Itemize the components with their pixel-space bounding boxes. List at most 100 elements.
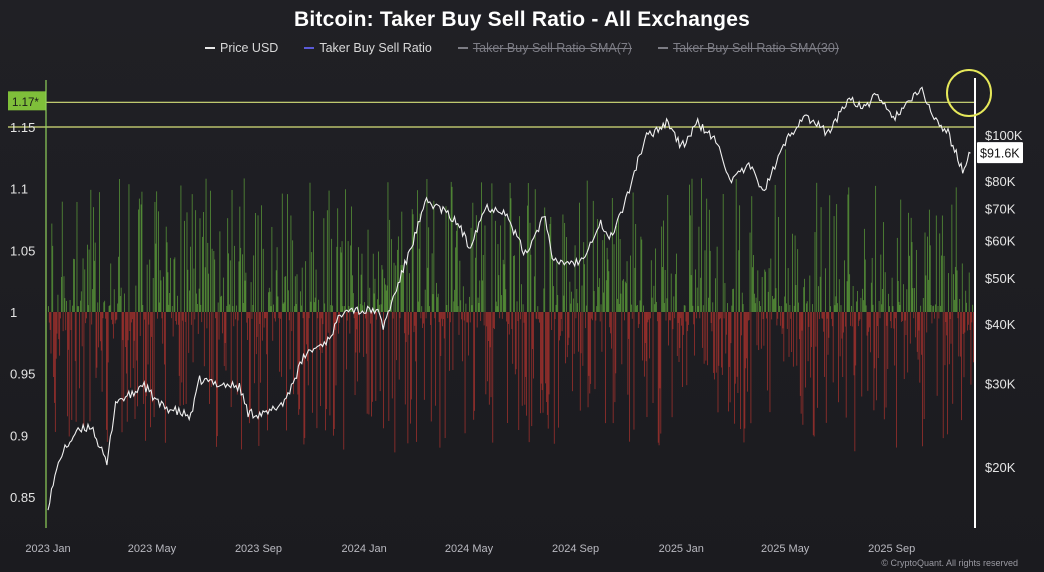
ratio-bar <box>296 274 298 312</box>
ratio-bar <box>500 225 501 312</box>
ratio-bar <box>494 312 495 330</box>
ratio-bar <box>536 312 538 320</box>
ratio-bar <box>679 312 681 348</box>
ratio-bar <box>262 248 264 312</box>
ratio-bar <box>969 312 971 330</box>
ratio-bar <box>873 312 875 411</box>
ratio-bar <box>412 214 414 312</box>
ratio-bar <box>127 312 129 341</box>
ratio-bar <box>481 280 483 312</box>
ratio-bar <box>322 312 324 325</box>
ratio-bar <box>447 312 449 319</box>
ratio-bar <box>199 218 201 312</box>
ratio-bar <box>546 312 548 415</box>
ratio-bar <box>229 304 230 312</box>
ratio-bar <box>553 312 555 444</box>
ratio-bar <box>391 312 393 399</box>
ratio-bar <box>145 312 147 397</box>
ratio-bar <box>630 255 631 312</box>
ratio-bar <box>488 312 490 405</box>
ratio-bar <box>569 281 571 312</box>
ratio-bar <box>441 312 443 319</box>
ratio-bar <box>515 312 517 370</box>
ratio-bar <box>553 286 554 312</box>
ratio-bar <box>116 312 118 320</box>
ratio-bar <box>217 302 219 312</box>
ratio-bar <box>724 283 726 312</box>
legend-item-sma7[interactable]: Taker Buy Sell Ratio-SMA(7) <box>457 41 632 55</box>
ratio-bar <box>185 312 187 404</box>
ratio-bar <box>598 286 599 312</box>
ratio-bar <box>80 291 82 312</box>
ratio-bar <box>750 312 752 424</box>
ratio-bar <box>691 178 693 312</box>
ratio-bar <box>442 312 443 327</box>
ratio-bar <box>668 312 669 346</box>
ratio-bar <box>908 212 909 312</box>
ratio-bar <box>415 312 417 362</box>
ratio-bar <box>951 204 953 312</box>
ratio-bar <box>370 312 372 324</box>
ratio-bar <box>734 312 735 424</box>
left-tick-label: 0.9 <box>10 428 28 443</box>
ratio-bar <box>331 238 333 312</box>
ratio-bar <box>410 312 411 424</box>
ratio-bar <box>361 253 363 312</box>
ratio-bar <box>196 304 198 312</box>
ratio-bar <box>212 312 214 382</box>
ratio-bar <box>240 247 242 312</box>
ratio-bar <box>445 206 447 312</box>
ratio-bar <box>352 293 354 312</box>
ratio-bar <box>686 312 688 386</box>
ratio-bar <box>284 276 286 312</box>
ratio-bar <box>972 304 974 312</box>
ratio-bar <box>242 303 244 312</box>
ratio-bar <box>358 312 360 353</box>
ratio-bar <box>670 273 672 312</box>
ratio-bar <box>638 312 640 325</box>
ratio-bar <box>340 252 342 312</box>
ratio-bar <box>774 184 776 312</box>
ratio-bar <box>881 304 883 312</box>
ratio-bar <box>394 312 396 453</box>
ratio-bar <box>380 304 382 312</box>
ratio-bar <box>203 312 205 367</box>
ratio-bar <box>661 226 663 312</box>
ratio-bar <box>94 242 96 312</box>
ratio-bar <box>574 245 576 312</box>
ratio-bar <box>148 312 150 325</box>
ratio-bar <box>785 149 786 312</box>
ratio-bar <box>150 312 151 428</box>
ratio-bar <box>700 277 702 312</box>
ratio-bar <box>220 296 222 312</box>
ratio-bar <box>502 259 504 312</box>
ratio-bar <box>308 312 310 319</box>
ratio-bar <box>936 312 938 396</box>
ratio-bar <box>742 304 744 312</box>
ratio-bar <box>169 293 171 312</box>
ratio-bar <box>48 306 49 312</box>
ratio-bar <box>802 312 804 425</box>
ratio-bar <box>894 312 896 366</box>
ratio-bar <box>282 303 284 312</box>
ratio-bar <box>657 312 659 443</box>
ratio-bar <box>480 312 482 321</box>
ratio-bar <box>556 261 558 312</box>
ratio-bar <box>905 312 907 336</box>
left-tick-label: 1.15 <box>10 120 35 135</box>
ratio-bar <box>646 312 648 418</box>
legend-item-ratio[interactable]: Taker Buy Sell Ratio <box>304 41 432 55</box>
ratio-bar <box>708 209 710 312</box>
ratio-bar <box>701 178 702 312</box>
ratio-bar <box>526 312 527 416</box>
legend-item-sma30[interactable]: Taker Buy Sell Ratio-SMA(30) <box>657 41 839 55</box>
ratio-bar <box>682 312 684 335</box>
ratio-bar <box>901 312 903 322</box>
ratio-bar <box>454 289 456 312</box>
ratio-bar <box>112 312 113 325</box>
ratio-bar <box>856 301 857 312</box>
ratio-bar <box>637 312 639 328</box>
legend-item-price[interactable]: Price USD <box>204 41 278 55</box>
ratio-bar <box>756 312 758 346</box>
ratio-bar <box>714 312 715 380</box>
